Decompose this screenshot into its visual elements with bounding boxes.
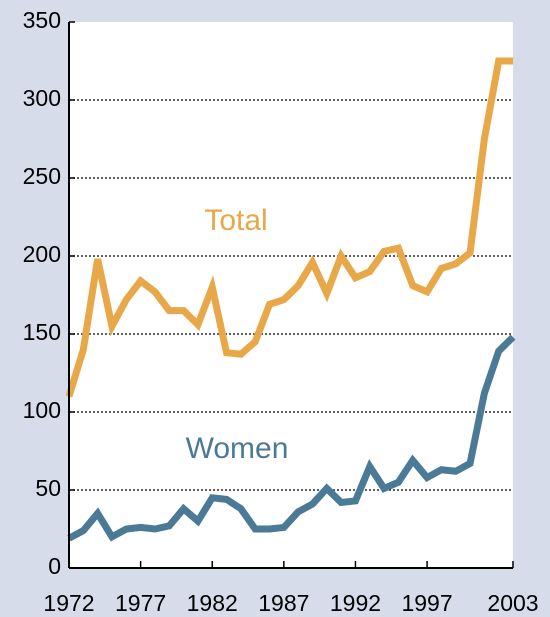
- y-tick-label: 0: [48, 553, 61, 579]
- series-label: Total: [204, 204, 267, 237]
- series-label: Women: [186, 432, 289, 465]
- x-tick-label: 1997: [401, 590, 452, 616]
- x-tick-label: 1977: [115, 590, 166, 616]
- y-tick-label: 300: [23, 85, 61, 111]
- series-line: [65, 57, 513, 398]
- series-line: [67, 334, 516, 542]
- y-tick-label: 50: [35, 475, 61, 501]
- x-tick-label: 1992: [330, 590, 381, 616]
- y-tick-label: 350: [23, 7, 61, 33]
- y-tick-label: 250: [23, 163, 61, 189]
- x-tick-label: 1972: [43, 590, 94, 616]
- x-tick-label: 1987: [258, 590, 309, 616]
- x-tick-label: 1982: [187, 590, 238, 616]
- x-tick-label: 2003: [487, 590, 538, 616]
- y-tick-label: 100: [23, 397, 61, 423]
- y-tick-label: 150: [23, 319, 61, 345]
- y-tick-label: 200: [23, 241, 61, 267]
